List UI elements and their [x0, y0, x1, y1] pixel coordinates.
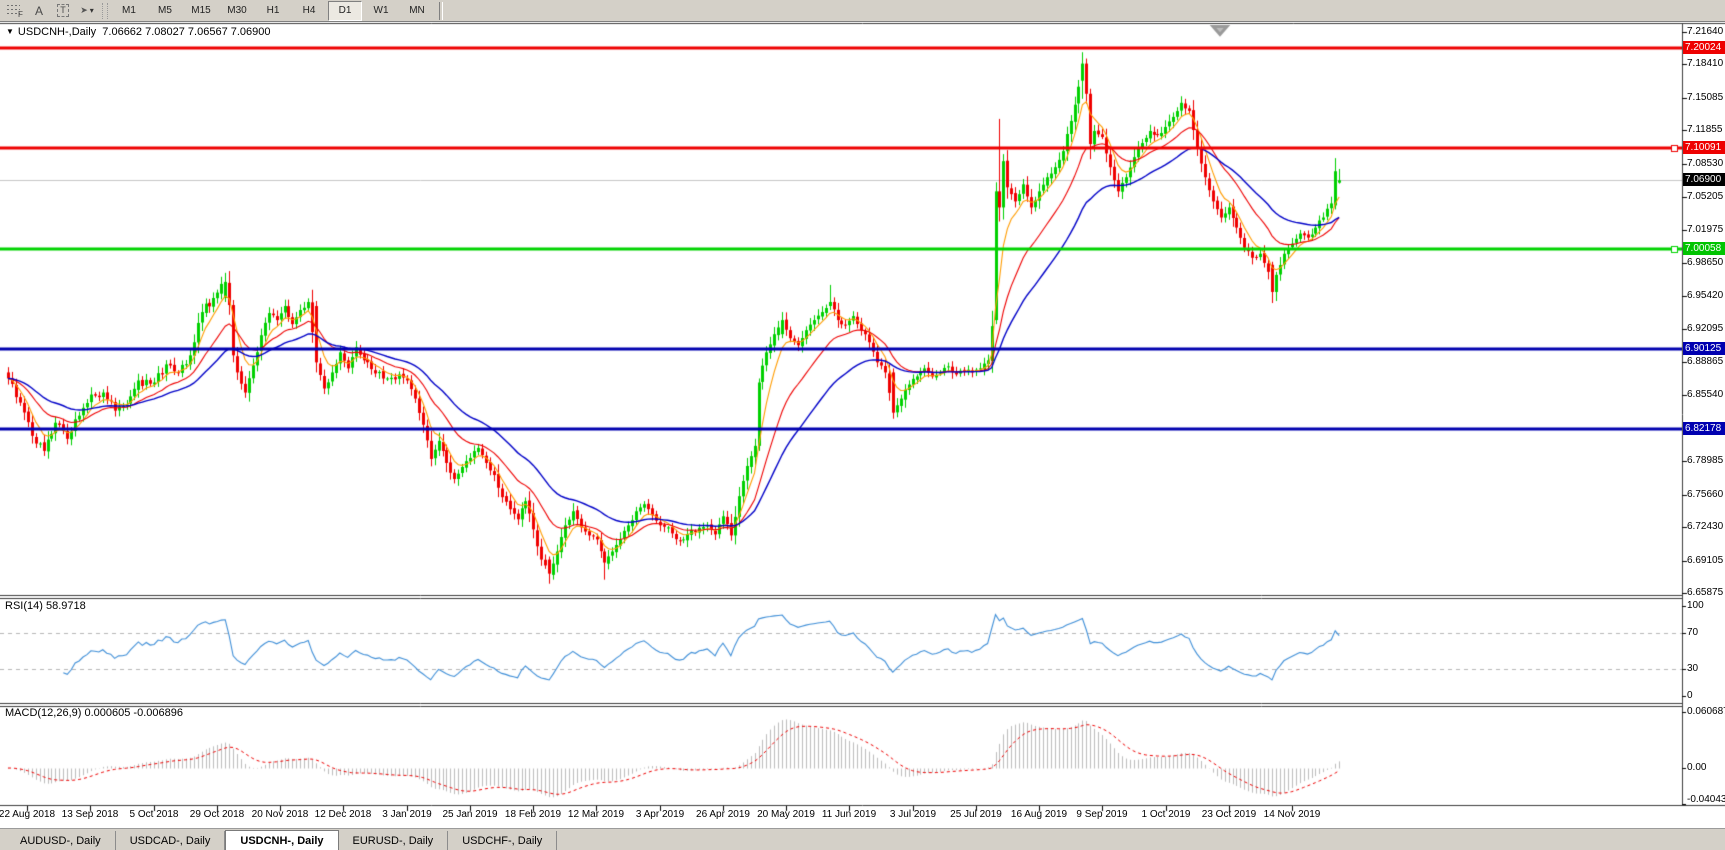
price-axis-tick: 7.11855: [1687, 124, 1723, 135]
price-axis-tick: 6.75660: [1687, 489, 1724, 500]
price-level-badge: 7.06900: [1683, 173, 1725, 186]
rsi-axis-tick: 30: [1687, 663, 1699, 674]
price-axis-tick: 6.69105: [1687, 555, 1724, 566]
macd-axis-tick: 0.00: [1687, 762, 1707, 773]
rsi-axis-tick: 70: [1687, 627, 1699, 638]
collapse-icon[interactable]: ▼: [6, 27, 14, 36]
chart-tab-eurusd[interactable]: EURUSD-, Daily: [339, 831, 449, 850]
timeframe-button-H4[interactable]: H4: [302, 5, 316, 16]
price-axis-tick: 6.95420: [1687, 290, 1724, 301]
chart-tab-audusd[interactable]: AUDUSD-, Daily: [6, 831, 116, 850]
fibonacci-tool-icon[interactable]: F: [4, 2, 26, 20]
price-axis-tick: 6.78985: [1687, 455, 1724, 466]
timeframe-button-W1[interactable]: W1: [373, 5, 389, 16]
date-axis-label: 12 Dec 2018: [314, 809, 372, 820]
rsi-value: 58.9718: [45, 600, 86, 612]
date-axis-label: 3 Jan 2019: [382, 809, 432, 820]
date-axis-label: 23 Oct 2019: [1201, 809, 1257, 820]
date-axis-label: 9 Sep 2019: [1076, 809, 1128, 820]
price-axis-tick: 7.15085: [1687, 92, 1724, 103]
price-axis-tick: 6.98650: [1687, 257, 1724, 268]
date-axis-label: 25 Jul 2019: [950, 809, 1002, 820]
date-axis-label: 29 Oct 2018: [189, 809, 245, 820]
price-axis-tick: 6.85540: [1687, 389, 1724, 400]
timeframe-button-MN[interactable]: MN: [409, 5, 425, 16]
macd-indicator-label: MACD(12,26,9) 0.000605 -0.006896: [5, 707, 183, 719]
date-axis-label: 16 Aug 2019: [1010, 809, 1068, 820]
date-axis-label: 3 Apr 2019: [635, 809, 685, 820]
chart-title-symbol: USDCNH-,Daily: [17, 26, 97, 38]
timeframe-buttons-group: M1 M5 M15 M30 H1 H4 D1 W1 MN: [111, 0, 435, 21]
price-axis-tick: 6.65875: [1687, 587, 1724, 598]
timeframe-button-M15[interactable]: M15: [191, 5, 211, 16]
macd-values: 0.000605 -0.006896: [84, 707, 183, 719]
price-level-badge: 7.20024: [1683, 41, 1725, 54]
toolbar-separator: [439, 1, 443, 20]
chart-tab-usdcad[interactable]: USDCAD-, Daily: [116, 831, 226, 850]
price-axis-tick: 7.01975: [1687, 224, 1724, 235]
price-level-badge: 6.82178: [1683, 422, 1725, 435]
toolbar: F A T ➤ ▾ M1 M5 M15 M30 H1 H4 D1 W1 MN: [0, 0, 1725, 22]
chart-title: ▼ USDCNH-,Daily 7.06662 7.08027 7.06567 7…: [6, 26, 271, 38]
macd-axis-tick: 0.060687: [1687, 706, 1725, 717]
price-axis-tick: 6.72430: [1687, 521, 1724, 532]
date-axis-label: 12 Mar 2019: [567, 809, 625, 820]
arrows-tool-icon[interactable]: ➤ ▾: [80, 5, 94, 15]
price-level-badge: 7.10091: [1683, 141, 1725, 154]
toolbar-grab-handle[interactable]: [102, 2, 108, 19]
chart-title-ohlc: 7.06662 7.08027 7.06567 7.06900: [102, 26, 271, 38]
text-label-tool-icon[interactable]: A: [34, 3, 43, 18]
date-axis-label: 20 Nov 2018: [251, 809, 309, 820]
date-axis-label: 11 Jun 2019: [821, 809, 877, 820]
price-axis-tick: 7.18410: [1687, 58, 1724, 69]
date-axis-label: 5 Oct 2018: [129, 809, 179, 820]
rsi-axis-tick: 100: [1687, 600, 1704, 611]
svg-text:F: F: [18, 10, 23, 18]
price-axis-tick: 7.08530: [1687, 158, 1724, 169]
price-chart-canvas[interactable]: [0, 22, 1725, 812]
date-axis-label: 25 Jan 2019: [442, 809, 498, 820]
timeframe-button-D1[interactable]: D1: [328, 0, 362, 21]
timeframe-button-M1[interactable]: M1: [122, 5, 136, 16]
rsi-name: RSI(14): [5, 600, 43, 612]
price-axis-tick: 6.88865: [1687, 356, 1724, 367]
timeframe-button-M30[interactable]: M30: [227, 5, 247, 16]
chart-tabs-bar: AUDUSD-, Daily USDCAD-, Daily USDCNH-, Dai…: [0, 828, 1725, 850]
date-axis-label: 14 Nov 2019: [1263, 809, 1321, 820]
date-axis-label: 3 Jul 2019: [889, 809, 937, 820]
price-axis-tick: 7.05205: [1687, 191, 1724, 202]
date-axis-label: 18 Feb 2019: [504, 809, 562, 820]
date-axis-label: 1 Oct 2019: [1141, 809, 1191, 820]
date-axis-label: 13 Sep 2018: [61, 809, 119, 820]
drawing-tools-group: F A T ➤ ▾: [3, 2, 99, 20]
rsi-indicator-label: RSI(14) 58.9718: [5, 600, 86, 612]
date-axis-label: 26 Apr 2019: [696, 809, 750, 820]
price-level-badge: 6.90125: [1683, 342, 1725, 355]
timeframe-button-M5[interactable]: M5: [158, 5, 172, 16]
price-level-badge: 7.00058: [1683, 242, 1725, 255]
macd-name: MACD(12,26,9): [5, 707, 82, 719]
chart-tab-usdcnh[interactable]: USDCNH-, Daily: [225, 830, 339, 850]
rsi-axis-tick: 0: [1687, 690, 1693, 701]
chart-tab-usdchf[interactable]: USDCHF-, Daily: [448, 831, 558, 850]
date-axis-label: 22 Aug 2018: [0, 809, 56, 820]
price-axis-tick: 7.21640: [1687, 26, 1724, 37]
text-tool-icon[interactable]: T: [52, 2, 74, 20]
date-axis-label: 20 May 2019: [757, 809, 815, 820]
price-axis-tick: 6.92095: [1687, 323, 1724, 334]
timeframe-button-H1[interactable]: H1: [266, 5, 280, 16]
